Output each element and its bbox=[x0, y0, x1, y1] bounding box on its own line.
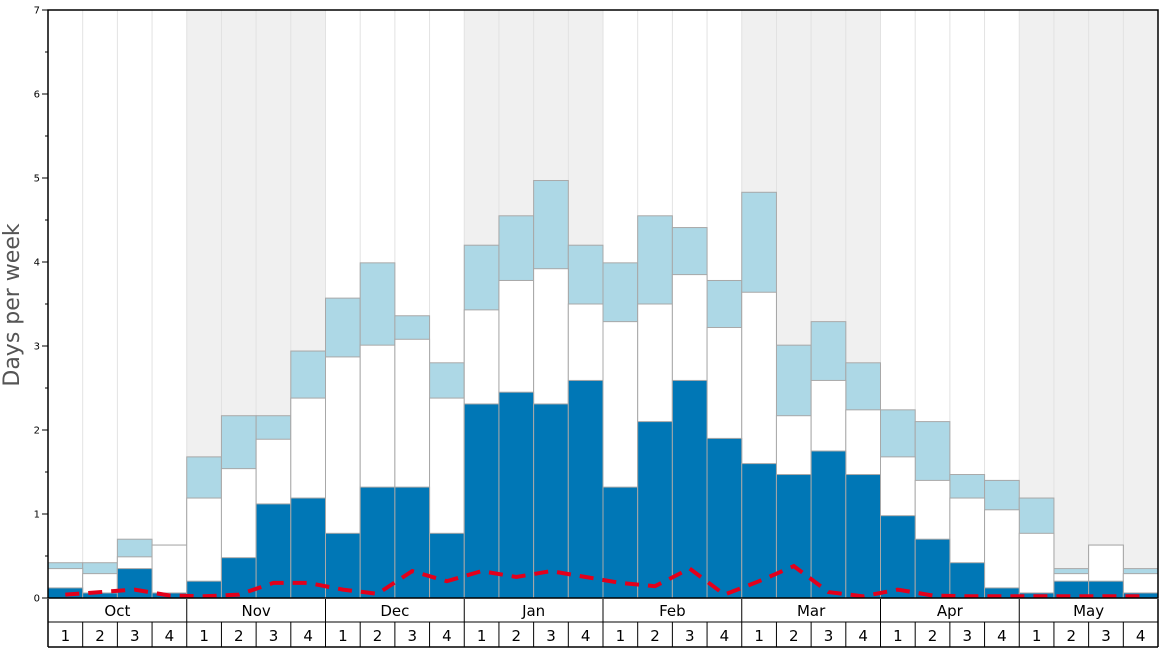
bar-bottom-segment bbox=[671, 379, 708, 599]
bar-bottom-segment bbox=[637, 421, 673, 599]
month-label-dec: Dec bbox=[380, 602, 409, 620]
bar-bottom-segment bbox=[706, 437, 743, 599]
week-label: 3 bbox=[269, 627, 279, 645]
y-tick-label: 5 bbox=[34, 174, 40, 185]
week-label: 3 bbox=[962, 627, 972, 645]
week-label: 1 bbox=[199, 627, 209, 645]
bar-bottom-segment bbox=[394, 486, 431, 599]
dashed-line bbox=[65, 563, 1141, 599]
bar-bottom-segment bbox=[949, 562, 986, 599]
month-label-nov: Nov bbox=[241, 602, 270, 620]
month-label-mar: Mar bbox=[797, 602, 826, 620]
bar-bottom-segment bbox=[880, 515, 916, 599]
month-label-apr: Apr bbox=[937, 602, 964, 620]
week-label: 2 bbox=[234, 627, 244, 645]
bar-bottom-segment bbox=[914, 538, 951, 599]
y-tick-label: 7 bbox=[34, 6, 40, 17]
week-label: 4 bbox=[997, 627, 1007, 645]
line-layer bbox=[65, 563, 1141, 599]
y-axis-label: Days per week bbox=[0, 223, 25, 386]
week-label: 1 bbox=[1032, 627, 1042, 645]
week-label: 3 bbox=[407, 627, 417, 645]
week-label: 2 bbox=[928, 627, 938, 645]
bar-middle-segment bbox=[1018, 532, 1055, 599]
week-label: 1 bbox=[893, 627, 903, 645]
week-label: 4 bbox=[581, 627, 591, 645]
week-label: 3 bbox=[1101, 627, 1111, 645]
bar-bottom-segment bbox=[810, 450, 847, 599]
y-tick-label: 1 bbox=[34, 510, 40, 521]
bar-bottom-segment bbox=[533, 403, 569, 599]
week-label: 2 bbox=[512, 627, 522, 645]
bar-middle-segment bbox=[984, 509, 1020, 599]
bar-bottom-segment bbox=[775, 474, 812, 599]
week-label: 2 bbox=[373, 627, 383, 645]
bar-bottom-segment bbox=[845, 474, 881, 599]
week-label: 2 bbox=[650, 627, 660, 645]
bar-bottom-segment bbox=[567, 379, 604, 599]
month-label-feb: Feb bbox=[659, 602, 686, 620]
y-tick-label: 3 bbox=[34, 342, 40, 353]
bar-middle-segment bbox=[151, 544, 188, 599]
week-label: 4 bbox=[1136, 627, 1146, 645]
bar-bottom-segment bbox=[498, 391, 535, 599]
bars-layer bbox=[47, 180, 1159, 599]
week-label: 4 bbox=[303, 627, 313, 645]
week-label: 2 bbox=[1067, 627, 1077, 645]
week-label: 2 bbox=[789, 627, 799, 645]
week-label: 4 bbox=[442, 627, 452, 645]
y-tick-label: 6 bbox=[34, 90, 40, 101]
week-label: 1 bbox=[61, 627, 71, 645]
week-label: 4 bbox=[165, 627, 175, 645]
month-label-may: May bbox=[1073, 602, 1104, 620]
bar-bottom-segment bbox=[429, 532, 465, 599]
week-label: 4 bbox=[858, 627, 868, 645]
week-label: 3 bbox=[685, 627, 695, 645]
week-label: 1 bbox=[616, 627, 626, 645]
y-tick-label: 0 bbox=[34, 594, 40, 605]
week-label: 3 bbox=[824, 627, 834, 645]
week-label: 3 bbox=[130, 627, 140, 645]
y-tick-label: 2 bbox=[34, 426, 40, 437]
week-label: 4 bbox=[720, 627, 730, 645]
week-label: 1 bbox=[338, 627, 348, 645]
week-label: 1 bbox=[754, 627, 764, 645]
bar-bottom-segment bbox=[463, 403, 500, 599]
week-label: 1 bbox=[477, 627, 487, 645]
month-label-oct: Oct bbox=[104, 602, 130, 620]
axis-layer: 0 1 2 3 4 5 6 7 Oct 1 2 3 4 Nov 1 2 3 4 Dec 1 2 3 4 Jan 1 2 3 4 Feb 1… bbox=[34, 6, 1159, 648]
week-label: 3 bbox=[546, 627, 556, 645]
week-label: 2 bbox=[95, 627, 105, 645]
y-tick-label: 4 bbox=[34, 258, 40, 269]
bar-bottom-segment bbox=[359, 486, 396, 599]
month-label-jan: Jan bbox=[521, 602, 545, 620]
